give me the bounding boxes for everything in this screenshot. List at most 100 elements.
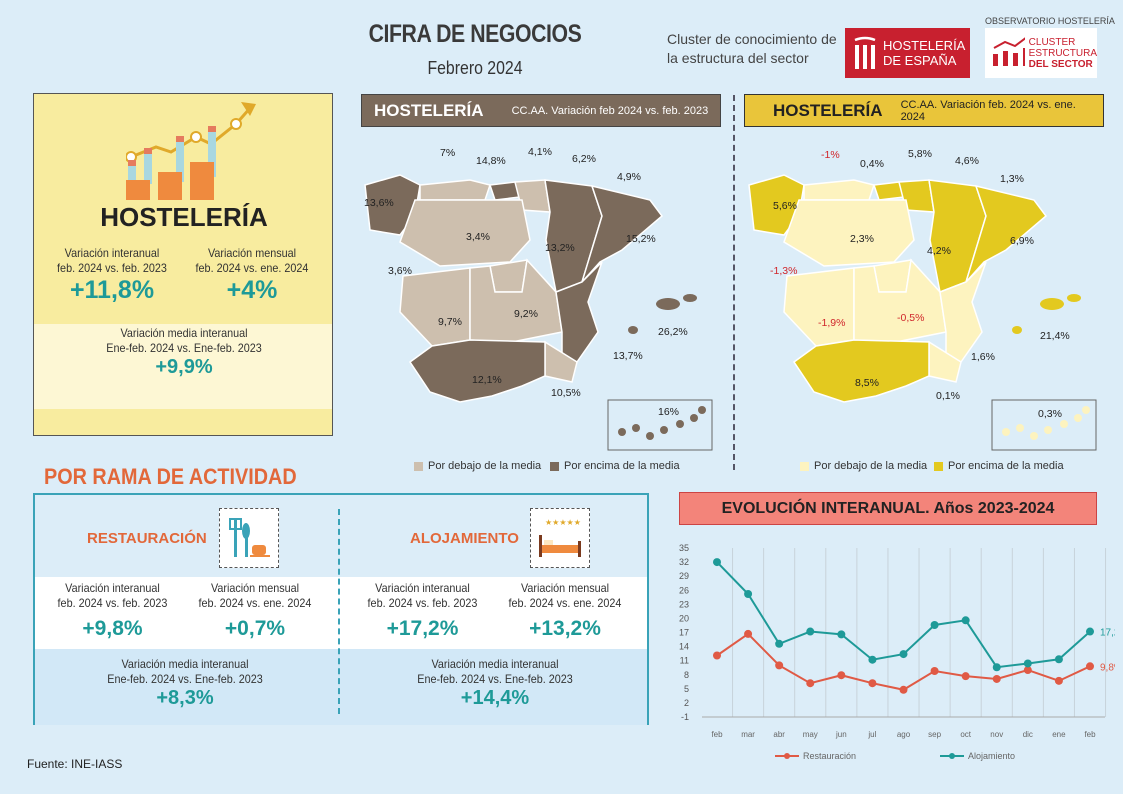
- interanual-value: +9,8%: [82, 617, 143, 640]
- svg-text:★★★★★: ★★★★★: [545, 518, 581, 527]
- region-baleares: [683, 294, 697, 302]
- map2-region-value: 1,3%: [1000, 173, 1024, 185]
- region-cataluna: [581, 184, 664, 283]
- map2-legend-above: Por encima de la media: [934, 460, 1064, 472]
- data-point: [992, 663, 1001, 672]
- map1-region-value: 6,2%: [572, 153, 596, 165]
- region-canarias: [698, 406, 706, 414]
- map2-region-value: 1,6%: [971, 351, 995, 363]
- data-point: [744, 590, 753, 599]
- legend-text: Por encima de la media: [564, 460, 680, 472]
- interanual-value: +17,2%: [386, 617, 459, 640]
- data-point: [1054, 655, 1063, 664]
- data-point: [837, 630, 846, 639]
- label: Variación media interanual: [431, 657, 559, 671]
- map1-region-value: 26,2%: [658, 326, 688, 338]
- map1-subtitle: CC.AA. Variación feb 2024 vs. feb. 2023: [511, 104, 709, 117]
- data-point: [899, 685, 908, 694]
- mensual-block: Variación mensual feb. 2024 vs. ene. 202…: [182, 246, 322, 305]
- divider: [338, 509, 340, 714]
- region-canarias: [1016, 424, 1024, 432]
- map1-region-value: 12,1%: [472, 374, 502, 386]
- map1-region-value: 9,2%: [514, 308, 538, 320]
- x-tick-label: ene: [1052, 730, 1066, 739]
- region-canarias: [618, 428, 626, 436]
- map2-region-value: 0,3%: [1038, 408, 1062, 420]
- media-value: +8,3%: [156, 687, 214, 709]
- data-point: [1023, 666, 1032, 675]
- hosteleria-espana-logo: HOSTELERÍA DE ESPAÑA: [845, 28, 970, 78]
- page-subtitle: Febrero 2024: [427, 58, 523, 78]
- x-tick-label: feb: [1084, 730, 1096, 739]
- region-canarias: [1002, 428, 1010, 436]
- canarias-inset: [991, 399, 1097, 451]
- alojamiento-media: Variación media interanual Ene-feb. 2024…: [345, 657, 645, 710]
- interanual-block: Variación interanual feb. 2024 vs. feb. …: [42, 246, 182, 305]
- growth-coins-icon: [126, 102, 256, 200]
- y-tick-label: 5: [684, 684, 689, 694]
- y-tick-label: 2: [684, 698, 689, 708]
- y-tick-label: 26: [679, 585, 689, 595]
- cluster-line: la estructura del sector: [667, 50, 809, 66]
- data-point: [930, 620, 939, 629]
- mensual-value: +4%: [226, 276, 278, 304]
- mensual-value: +13,2%: [529, 617, 601, 640]
- data-point: [744, 629, 753, 638]
- y-tick-label: 8: [684, 670, 689, 680]
- label: Variación mensual: [207, 246, 297, 260]
- region-canarias: [646, 432, 654, 440]
- label: Variación media interanual: [120, 326, 248, 340]
- map2-region-value: 4,2%: [927, 245, 951, 257]
- region-baleares: [1067, 294, 1081, 302]
- x-tick-label: sep: [928, 730, 941, 739]
- region-baleares: [628, 326, 638, 334]
- data-point: [775, 661, 784, 670]
- map1-region-value: 13,7%: [613, 350, 643, 362]
- map2-region-value: 21,4%: [1040, 330, 1070, 342]
- x-tick-label: nov: [990, 730, 1003, 739]
- map1-region-value: 13,2%: [545, 242, 575, 254]
- restauracion-media: Variación media interanual Ene-feb. 2024…: [35, 657, 335, 710]
- label: Variación mensual: [210, 581, 300, 595]
- region-baleares: [1040, 298, 1064, 310]
- x-tick-label: dic: [1023, 730, 1033, 739]
- region-extremadura: [399, 267, 471, 347]
- end-label: 17,2%: [1100, 628, 1115, 639]
- region-canarias: [632, 424, 640, 432]
- data-point: [868, 655, 877, 664]
- alojamiento-interanual: Variación interanual feb. 2024 vs. feb. …: [350, 581, 495, 641]
- y-tick-label: 32: [679, 557, 689, 567]
- x-tick-label: jul: [867, 730, 876, 739]
- map1-region-value: 4,9%: [617, 171, 641, 183]
- swatch: [934, 461, 943, 471]
- x-tick-label: may: [803, 730, 818, 739]
- map2: [748, 174, 1097, 451]
- data-point: [961, 672, 970, 681]
- data-point: [1086, 627, 1094, 636]
- restaurant-icon: [219, 508, 279, 568]
- region-norte: [419, 179, 491, 201]
- map2-region-value: 0,4%: [860, 158, 884, 170]
- map2-region-value: 8,5%: [855, 377, 879, 389]
- restauracion-title: RESTAURACIÓN: [87, 530, 207, 547]
- map1-legend-below: Por debajo de la media: [414, 460, 541, 472]
- data-point: [930, 666, 939, 675]
- legend-label: Alojamiento: [968, 751, 1015, 761]
- data-point: [1023, 659, 1032, 668]
- map1-header: HOSTELERÍA CC.AA. Variación feb 2024 vs. …: [361, 94, 721, 127]
- region-madrid: [489, 259, 528, 293]
- map1-title: HOSTELERÍA: [374, 100, 484, 120]
- x-tick-label: abr: [773, 730, 785, 739]
- data-point: [806, 627, 815, 636]
- media-value: +14,4%: [460, 687, 530, 709]
- cluster-text: Cluster de conocimiento de la estructura …: [667, 30, 837, 68]
- line-chart: feb mar abr may jun jul ago sep oct nov dic ene feb -…: [679, 543, 1115, 761]
- map2-region-value: 0,1%: [936, 390, 960, 402]
- map1-region-value: 3,4%: [466, 231, 490, 243]
- map2-title: HOSTELERÍA: [773, 100, 883, 120]
- region-extremadura: [783, 267, 855, 347]
- map2-header: HOSTELERÍA CC.AA. Variación feb. 2024 vs.…: [744, 94, 1104, 127]
- region-canarias: [1074, 414, 1082, 422]
- y-tick-label: 29: [679, 571, 689, 581]
- data-point: [775, 639, 784, 648]
